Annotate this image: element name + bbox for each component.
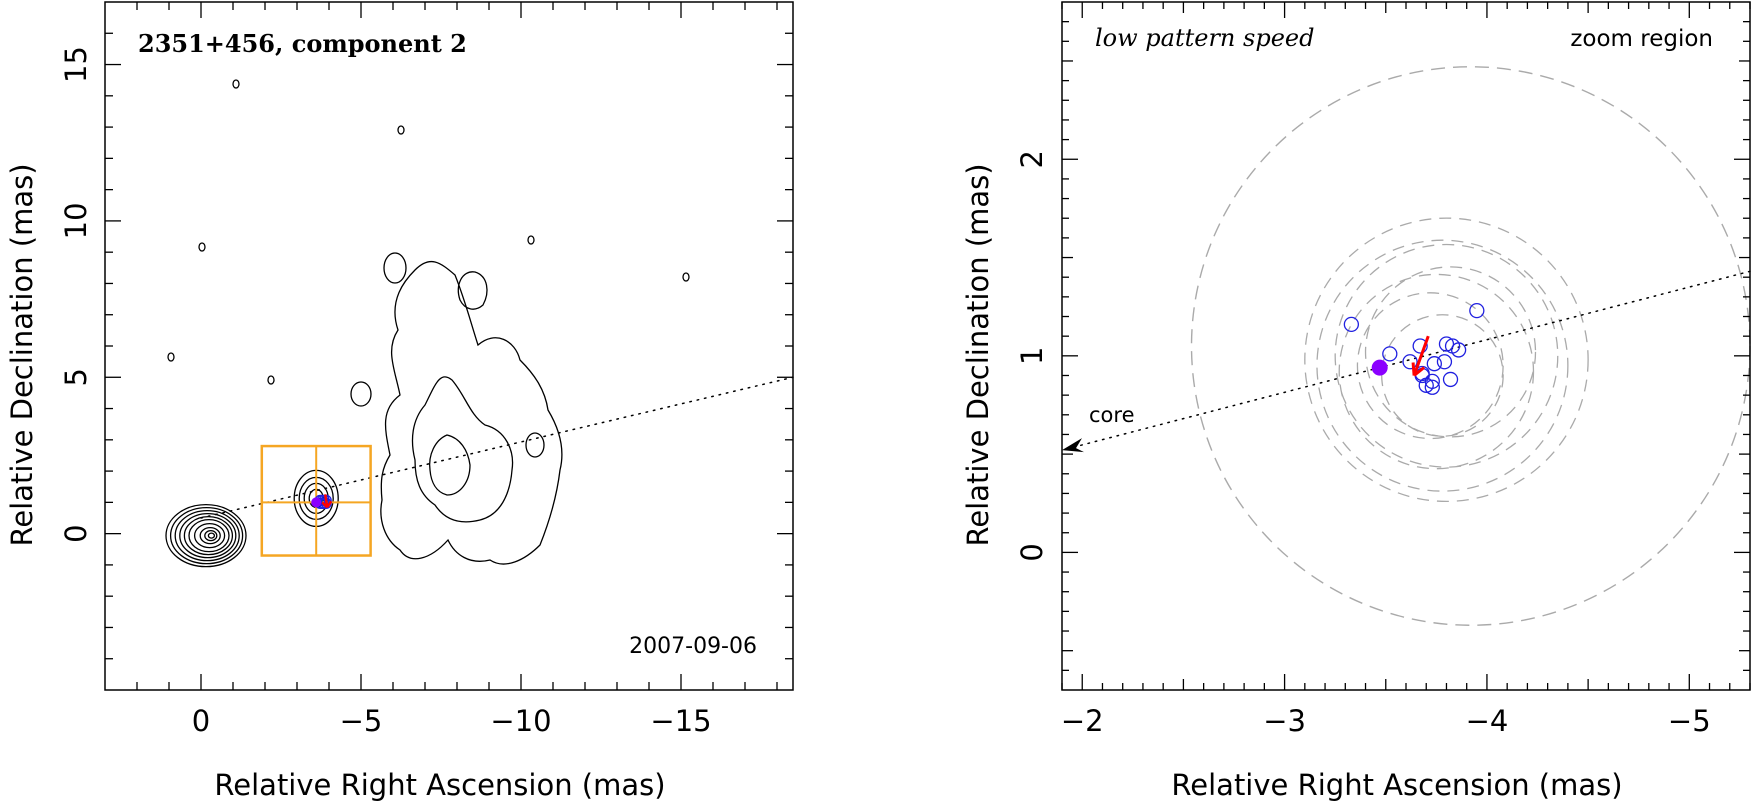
left-plot-frame	[104, 1, 794, 691]
core-contour	[174, 509, 240, 562]
jet-contour-knot	[457, 271, 488, 310]
jet-contour-inner	[429, 434, 471, 496]
component-reference-point	[311, 497, 322, 508]
dashed-circle	[1334, 243, 1559, 468]
y-tick-label: 15	[59, 46, 93, 83]
x-tick-label: −10	[490, 704, 551, 738]
y-tick-label: 5	[59, 368, 93, 386]
noise-contour	[232, 79, 240, 89]
left-panel: 2351+456, component 2 2007-09-06 Relativ…	[5, 1, 794, 802]
noise-contour	[198, 242, 206, 252]
right-axis-ticks	[1061, 2, 1751, 690]
x-tick-label: 0	[192, 704, 210, 738]
motion-arrow	[1412, 335, 1430, 376]
dashed-circle	[1356, 292, 1504, 440]
data-point	[1438, 336, 1455, 352]
core-contour	[193, 522, 226, 549]
right-overlay	[1061, 270, 1751, 453]
core-annotation: core	[1089, 403, 1135, 427]
core-contour	[179, 512, 237, 559]
data-point	[1450, 342, 1467, 358]
left-axis-ticks	[105, 2, 793, 690]
knot-contour	[383, 252, 407, 284]
x-tick-label: −5	[340, 704, 383, 738]
data-point	[1442, 371, 1459, 388]
data-point	[1469, 302, 1485, 319]
right-chart-title: low pattern speed	[1095, 24, 1314, 52]
left-y-axis-label: Relative Declination (mas)	[5, 163, 39, 546]
data-point	[1424, 379, 1440, 395]
jet-direction-line	[1061, 270, 1751, 451]
dashed-circle	[1381, 314, 1504, 437]
core-contour	[207, 532, 216, 539]
motion-arrow	[321, 494, 333, 509]
left-overlay	[200, 376, 794, 557]
reference-point	[1371, 359, 1388, 376]
data-point	[1402, 354, 1418, 370]
dashed-circle	[1304, 217, 1589, 503]
zoom-region-circle	[1190, 66, 1751, 626]
x-tick-label: −15	[650, 704, 711, 738]
right-panel: low pattern speed zoom region core Relat…	[961, 1, 1751, 802]
motion-arrowhead	[1411, 362, 1426, 377]
x-tick-label: −4	[1466, 704, 1509, 738]
jet-direction-line	[200, 376, 794, 519]
jet-contour-mid	[411, 376, 514, 523]
y-tick-label: 0	[1015, 543, 1049, 561]
right-plot-frame	[1061, 1, 1751, 691]
observation-date: 2007-09-06	[629, 634, 757, 659]
dashed-circles	[1190, 66, 1751, 626]
core-contour	[169, 506, 244, 565]
data-point	[1382, 346, 1398, 362]
data-point	[1436, 354, 1453, 370]
noise-contour	[682, 272, 690, 282]
x-tick-label: −2	[1061, 704, 1104, 738]
dashed-circle	[1316, 239, 1569, 492]
zoom-region-label: zoom region	[1570, 26, 1713, 52]
y-tick-label: 10	[59, 202, 93, 239]
noise-contour	[267, 375, 275, 385]
right-x-axis-label: Relative Right Ascension (mas)	[1171, 768, 1622, 802]
x-tick-label: −3	[1263, 704, 1306, 738]
y-tick-label: 0	[59, 524, 93, 542]
y-tick-label: 1	[1015, 347, 1049, 365]
core-contour	[199, 526, 221, 545]
data-point	[1412, 338, 1428, 354]
noise-contour	[167, 352, 175, 362]
y-tick-label: 2	[1015, 150, 1049, 168]
data-point	[1426, 356, 1442, 372]
right-y-axis-label: Relative Declination (mas)	[961, 163, 995, 546]
knot-contour	[525, 432, 545, 458]
dashed-circle	[1338, 273, 1535, 470]
core-contour	[165, 503, 247, 568]
core-contour	[188, 518, 230, 553]
core-arrowhead	[1062, 438, 1084, 453]
jet-contour-outer	[380, 260, 563, 565]
x-tick-label: −5	[1668, 704, 1711, 738]
knot-contour	[350, 381, 372, 407]
dashed-circle	[1364, 266, 1537, 438]
left-chart-title: 2351+456, component 2	[138, 29, 467, 58]
core-contour	[204, 529, 218, 542]
contour-map	[165, 79, 690, 568]
noise-contour	[397, 125, 405, 135]
data-point	[1343, 316, 1360, 333]
data-point	[1418, 377, 1434, 393]
left-x-axis-label: Relative Right Ascension (mas)	[214, 768, 665, 802]
noise-contour	[527, 235, 535, 245]
